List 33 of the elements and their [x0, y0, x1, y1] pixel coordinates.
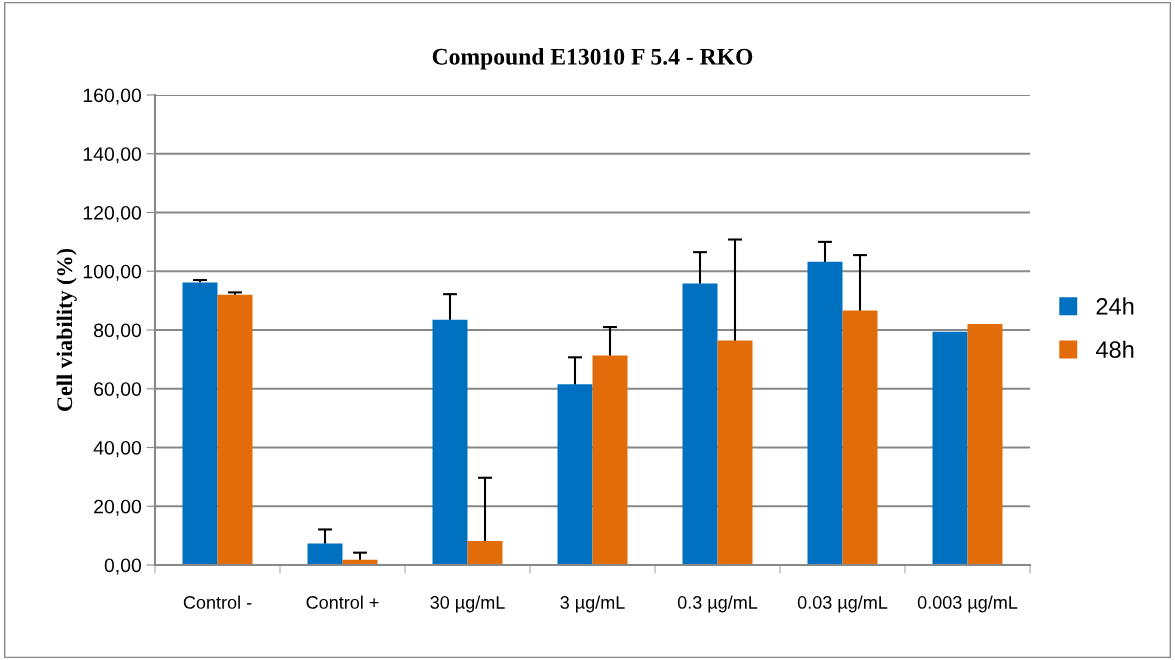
y-tick-label: 40,00: [93, 440, 142, 458]
legend-label: 48h: [1095, 340, 1134, 358]
x-tick-label: 3 µg/mL: [560, 595, 625, 613]
bar: [717, 340, 753, 565]
y-tick-label: 120,00: [83, 205, 142, 223]
bar: [592, 355, 628, 565]
y-axis-title: Cell viability (%): [56, 248, 77, 411]
bar: [682, 283, 718, 565]
chart-title: Compound E13010 F 5.4 - RKO: [432, 48, 753, 70]
bar: [432, 319, 468, 565]
y-tick-label: 160,00: [83, 88, 142, 105]
x-tick-label: 0.03 µg/mL: [797, 595, 888, 613]
bar: [182, 282, 218, 565]
y-tick-label: 0,00: [104, 558, 142, 575]
x-tick-label: 0.003 µg/mL: [917, 595, 1018, 613]
bar: [967, 324, 1003, 565]
bar: [217, 294, 253, 565]
bar: [467, 540, 503, 565]
y-tick-label: 20,00: [94, 499, 142, 516]
bar: [807, 261, 843, 565]
y-tick-label: 80,00: [94, 323, 142, 340]
y-tick-label: 100,00: [83, 264, 142, 281]
bar: [932, 331, 968, 565]
bar: [307, 543, 343, 565]
x-tick-label: 30 µg/mL: [430, 595, 505, 613]
y-tick-label: 140,00: [83, 147, 142, 164]
x-tick-label: 0.3 µg/mL: [677, 595, 758, 613]
bar: [842, 310, 878, 565]
y-tick-label: 60,00: [94, 382, 142, 399]
bar: [557, 384, 593, 565]
x-tick-label: Control +: [306, 595, 379, 609]
x-tick-label: Control -: [183, 595, 252, 609]
legend-label: 24h: [1096, 297, 1134, 315]
